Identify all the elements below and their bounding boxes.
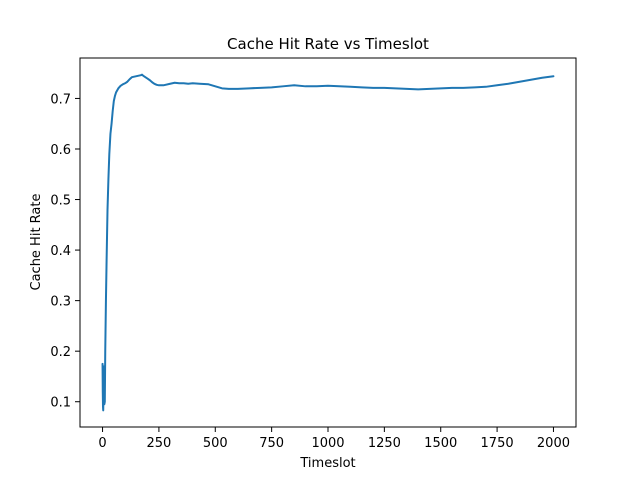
y-axis-label: Cache Hit Rate [29,194,44,291]
x-tick-label: 1750 [481,436,514,451]
y-tick-label: 0.3 [50,295,71,310]
x-axis: 0 250 500 750 1000 1250 1500 1750 2000 [98,427,570,451]
plot-area [101,73,555,412]
x-tick-label: 1000 [311,436,344,451]
y-tick-label: 0.2 [50,345,71,360]
x-tick-label: 750 [259,436,284,451]
y-tick-label: 0.6 [50,143,71,158]
chart-title: Cache Hit Rate vs Timeslot [227,35,429,53]
axes-frame [79,57,577,428]
x-tick-label: 250 [146,436,171,451]
x-axis-label: Timeslot [299,456,355,471]
y-axis: 0.1 0.2 0.3 0.4 0.5 0.6 0.7 [50,92,80,411]
x-tick-label: 2000 [537,436,570,451]
series-line [101,73,555,412]
x-tick-label: 500 [203,436,228,451]
y-tick-label: 0.4 [50,244,71,259]
x-tick-label: 0 [98,436,106,451]
x-tick-label: 1500 [424,436,457,451]
x-tick-label: 1250 [368,436,401,451]
y-tick-label: 0.7 [50,92,71,107]
y-tick-label: 0.1 [50,396,71,411]
y-tick-label: 0.5 [50,194,71,209]
